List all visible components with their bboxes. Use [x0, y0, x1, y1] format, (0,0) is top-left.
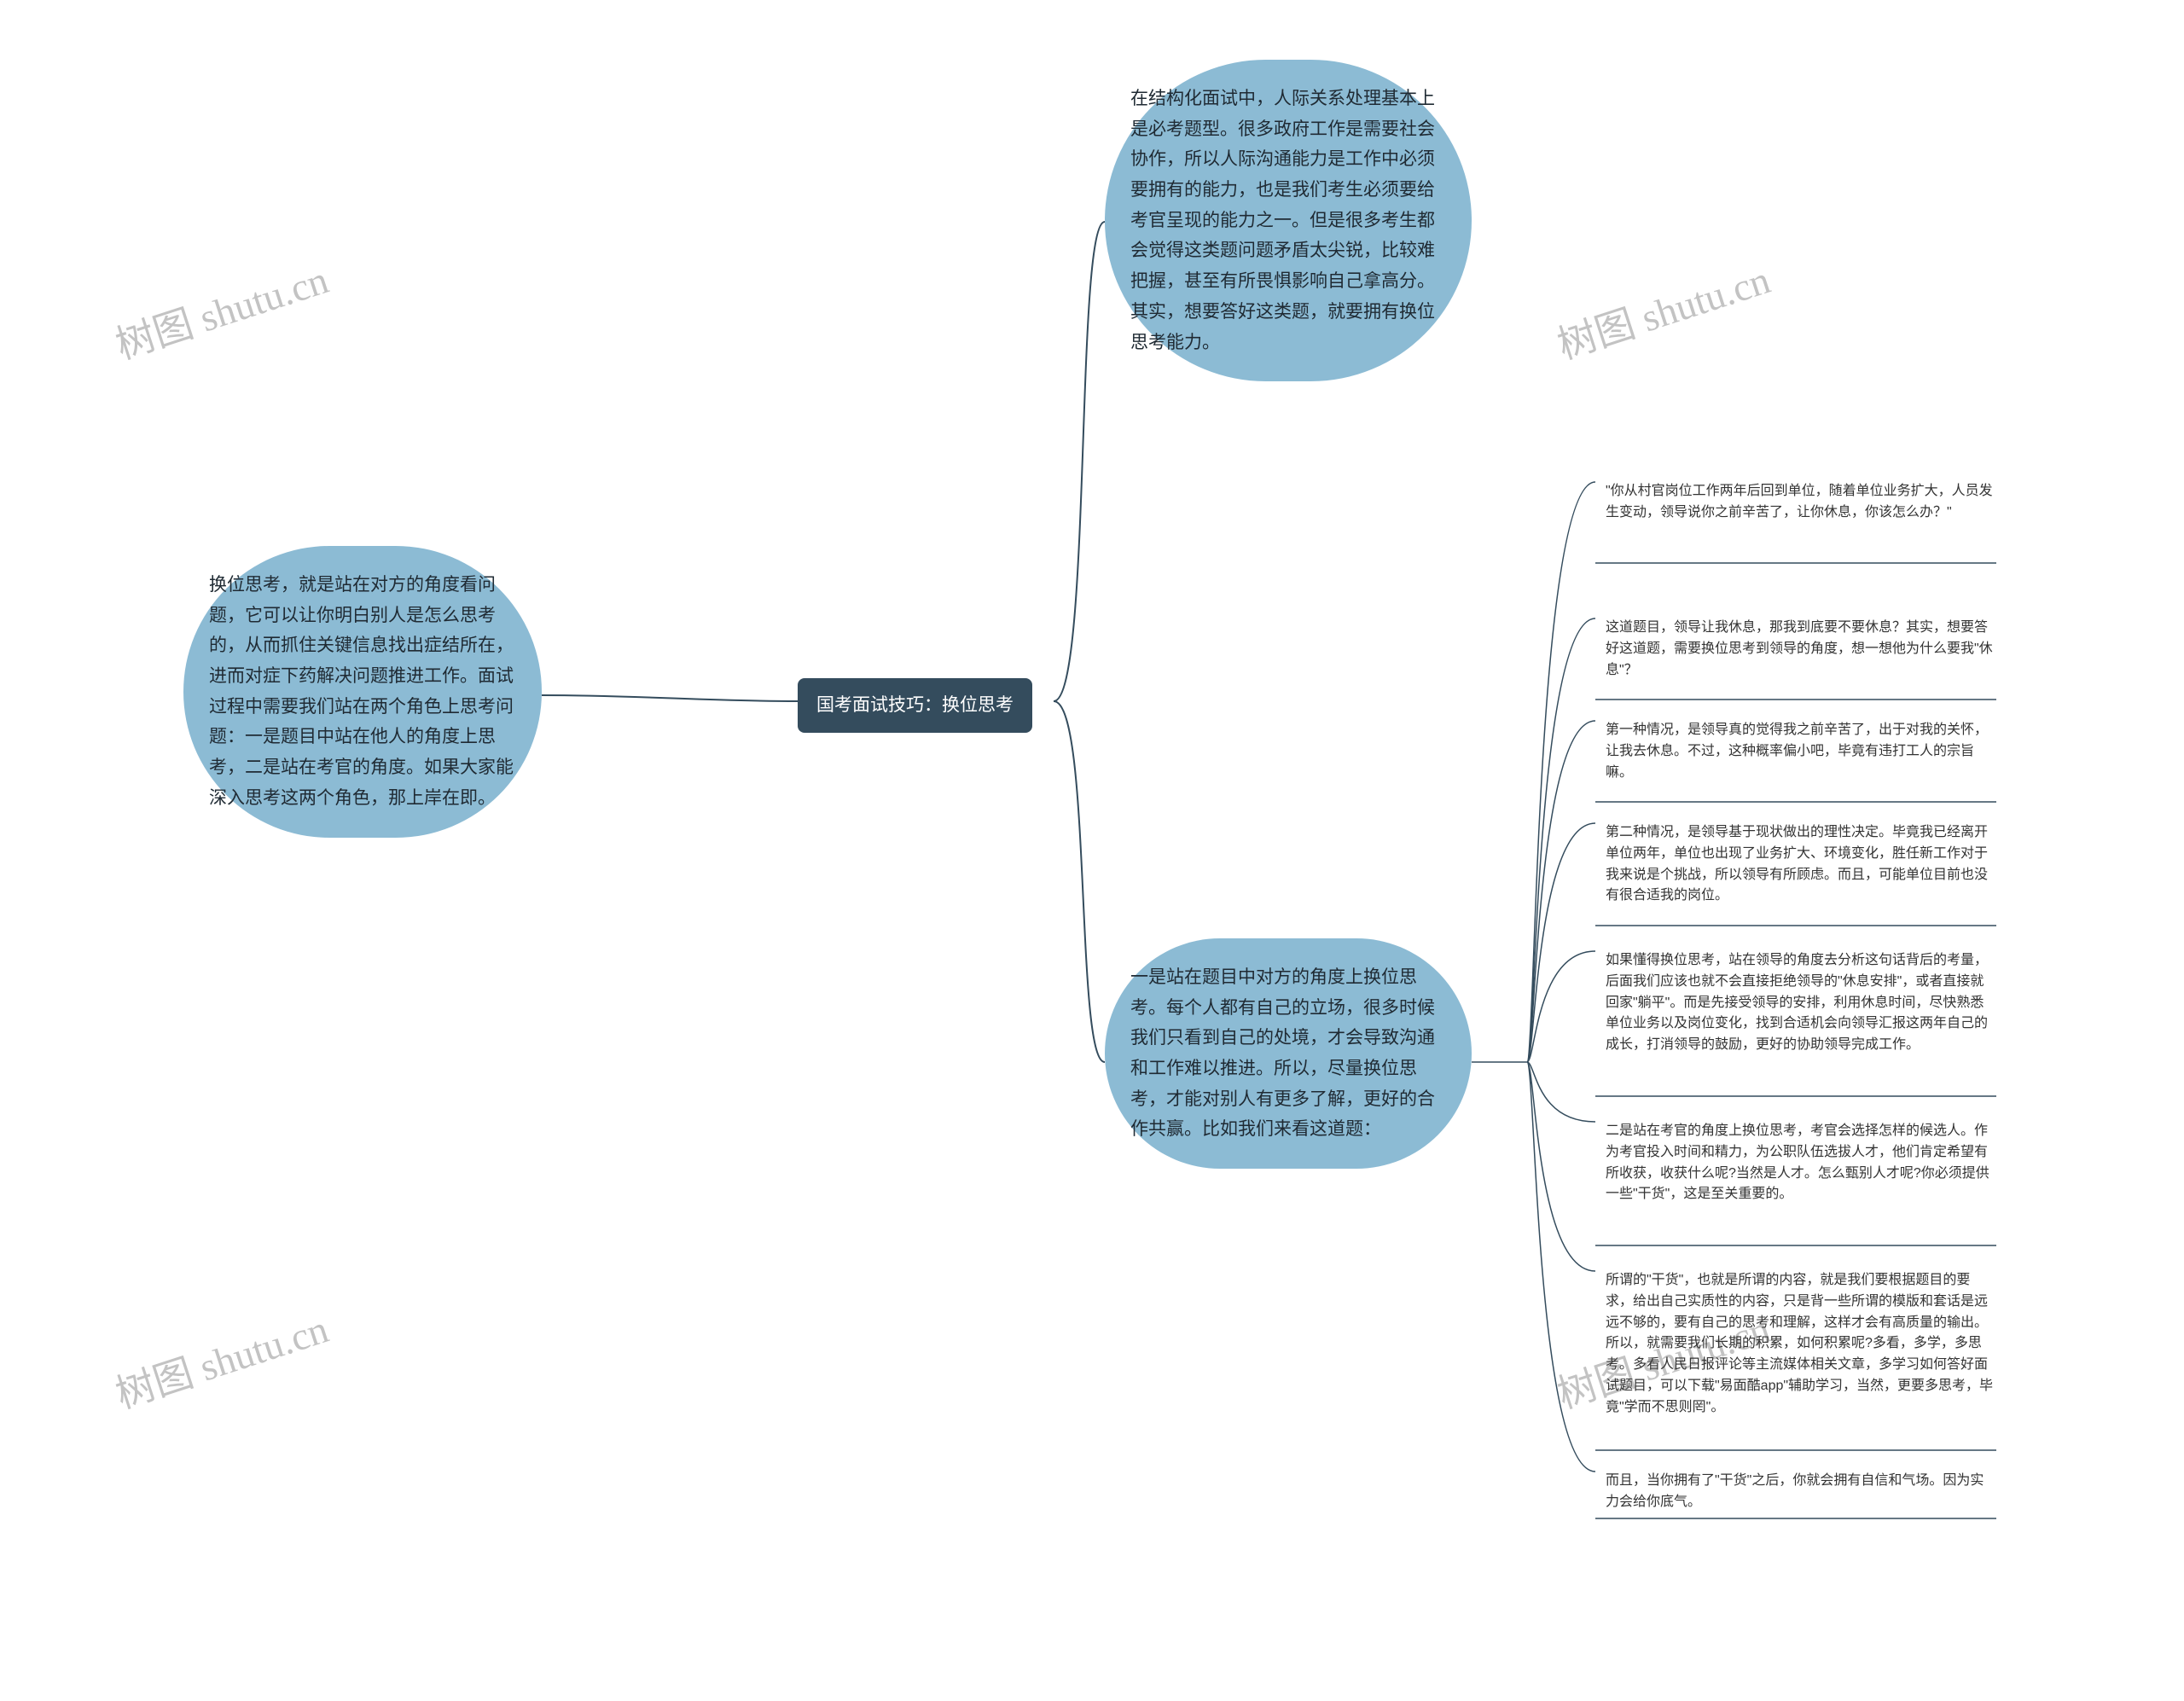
leaf-text: 如果懂得换位思考，站在领导的角度去分析这句话背后的考量，后面我们应该也就不会直接… — [1606, 953, 1988, 1052]
leaf-node[interactable]: 而且，当你拥有了"干货"之后，你就会拥有自信和气场。因为实力会给你底气。 — [1604, 1467, 1996, 1522]
leaf-node[interactable]: 第二种情况，是领导基于现状做出的理性决定。毕竟我已经离开单位两年，单位也出现了业… — [1604, 819, 1996, 915]
leaf-text: 二是站在考官的角度上换位思考，考官会选择怎样的候选人。作为考官投入时间和精力，为… — [1606, 1123, 1989, 1201]
leaf-node[interactable]: 第一种情况，是领导真的觉得我之前辛苦了，出于对我的关怀，让我去休息。不过，这种概… — [1604, 717, 1996, 792]
leaf-node[interactable]: 这道题目，领导让我休息，那我到底要不要休息？其实，想要答好这道题，需要换位思考到… — [1604, 614, 1996, 689]
center-topic-label: 国考面试技巧：换位思考 — [816, 695, 1014, 715]
branch-right-example[interactable]: 一是站在题目中对方的角度上换位思考。每个人都有自己的立场，很多时候我们只看到自己… — [1105, 938, 1472, 1169]
watermark: 树图 shutu.cn — [1549, 249, 1776, 371]
leaf-text: 这道题目，领导让我休息，那我到底要不要休息？其实，想要答好这道题，需要换位思考到… — [1606, 620, 1993, 677]
branch-right-intro[interactable]: 在结构化面试中，人际关系处理基本上是必考题型。很多政府工作是需要社会协作，所以人… — [1105, 60, 1472, 381]
leaf-node[interactable]: "你从村官岗位工作两年后回到单位，随着单位业务扩大，人员发生变动，领导说你之前辛… — [1604, 478, 1996, 532]
leaf-text: 第一种情况，是领导真的觉得我之前辛苦了，出于对我的关怀，让我去休息。不过，这种概… — [1606, 723, 1988, 780]
leaf-node[interactable]: 二是站在考官的角度上换位思考，考官会选择怎样的候选人。作为考官投入时间和精力，为… — [1604, 1118, 1996, 1214]
center-topic[interactable]: 国考面试技巧：换位思考 — [798, 678, 1032, 733]
watermark: 树图 shutu.cn — [107, 249, 334, 371]
branch-right-example-text: 一是站在题目中对方的角度上换位思考。每个人都有自己的立场，很多时候我们只看到自己… — [1130, 967, 1435, 1139]
leaf-text: "你从村官岗位工作两年后回到单位，随着单位业务扩大，人员发生变动，领导说你之前辛… — [1606, 484, 1993, 520]
watermark: 树图 shutu.cn — [107, 1298, 334, 1420]
leaf-node[interactable]: 所谓的"干货"，也就是所谓的内容，就是我们要根据题目的要求，给出自己实质性的内容… — [1604, 1267, 1996, 1427]
leaf-node[interactable]: 如果懂得换位思考，站在领导的角度去分析这句话背后的考量，后面我们应该也就不会直接… — [1604, 947, 1996, 1065]
branch-right-intro-text: 在结构化面试中，人际关系处理基本上是必考题型。很多政府工作是需要社会协作，所以人… — [1130, 89, 1435, 352]
leaf-text: 第二种情况，是领导基于现状做出的理性决定。毕竟我已经离开单位两年，单位也出现了业… — [1606, 825, 1988, 903]
leaf-text: 所谓的"干货"，也就是所谓的内容，就是我们要根据题目的要求，给出自己实质性的内容… — [1606, 1273, 1993, 1414]
leaf-text: 而且，当你拥有了"干货"之后，你就会拥有自信和气场。因为实力会给你底气。 — [1606, 1473, 1984, 1509]
branch-left-text: 换位思考，就是站在对方的角度看问题，它可以让你明白别人是怎么思考的，从而抓住关键… — [209, 575, 514, 808]
branch-left-summary[interactable]: 换位思考，就是站在对方的角度看问题，它可以让你明白别人是怎么思考的，从而抓住关键… — [183, 546, 542, 838]
